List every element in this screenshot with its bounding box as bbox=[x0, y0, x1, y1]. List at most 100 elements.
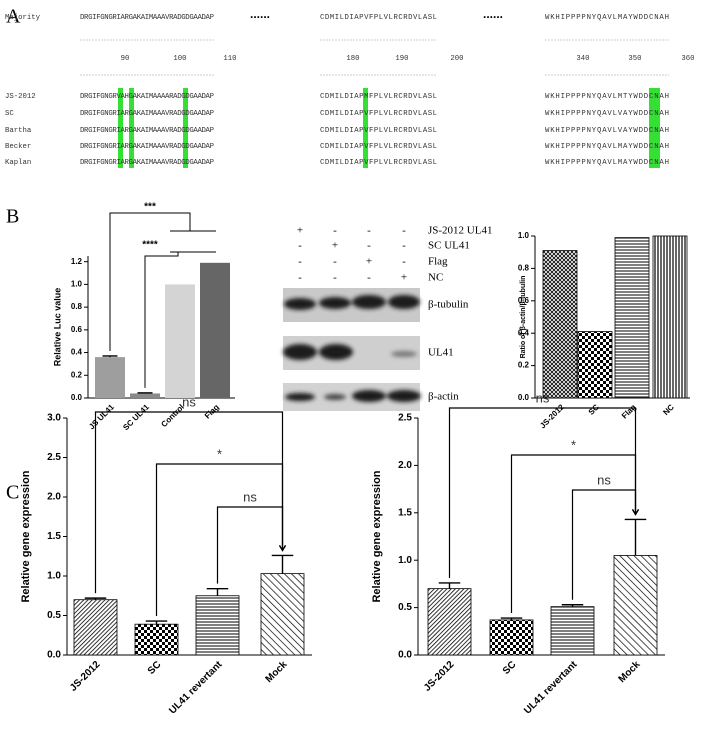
ellipsis: ...... bbox=[250, 7, 270, 21]
sign: - bbox=[333, 256, 337, 268]
row-label: JS-2012 bbox=[5, 93, 36, 101]
bar bbox=[550, 606, 595, 656]
y-tick-label: 1.0 bbox=[71, 280, 83, 289]
error-bar bbox=[102, 355, 118, 358]
y-tick-label: 0.8 bbox=[518, 264, 530, 273]
error-bar bbox=[206, 587, 229, 596]
y-axis-label: Relative gene expression bbox=[20, 470, 32, 602]
bar bbox=[427, 588, 472, 656]
bracket bbox=[216, 506, 284, 584]
condition-label: Flag bbox=[428, 256, 448, 268]
y-tick-label: 1.5 bbox=[47, 531, 61, 542]
x-tick-label: SC bbox=[501, 659, 519, 677]
bar bbox=[613, 555, 658, 656]
bar bbox=[73, 599, 118, 656]
highlight bbox=[649, 88, 660, 168]
ruler-number: 350 bbox=[628, 55, 641, 63]
sequence: WKHIPPPPNYQAVLMAYWDDCNAH bbox=[545, 159, 669, 167]
sign: + bbox=[366, 256, 372, 268]
sequence: DRGIFGNGRVAHGAKAIMAAAARADGDGAADAP bbox=[80, 93, 214, 101]
highlight bbox=[363, 88, 368, 168]
x-tick-label: UL41 revertant bbox=[167, 659, 225, 717]
error-bar bbox=[561, 604, 584, 607]
highlight bbox=[183, 88, 188, 168]
error-bar bbox=[500, 617, 523, 620]
ruler-number: 190 bbox=[395, 55, 408, 63]
y-tick-label: 0.6 bbox=[518, 296, 530, 305]
y-tick-label: 0.5 bbox=[398, 602, 412, 613]
y-tick-label: 1.0 bbox=[47, 571, 61, 582]
row-label: Majority bbox=[5, 14, 41, 22]
bar bbox=[165, 284, 195, 398]
sign: - bbox=[402, 240, 406, 252]
x-tick-label: SC bbox=[146, 659, 164, 677]
row-label: Kaplan bbox=[5, 159, 31, 167]
panel-label: C bbox=[6, 482, 19, 504]
highlight bbox=[129, 88, 134, 168]
panel-label: B bbox=[6, 206, 19, 228]
x-tick-label: NC bbox=[661, 402, 676, 417]
highlight bbox=[118, 88, 123, 168]
bracket bbox=[510, 454, 637, 614]
bar bbox=[652, 235, 688, 399]
condition-label: SC UL41 bbox=[428, 240, 470, 252]
y-tick-label: 0.4 bbox=[71, 348, 83, 357]
sign: - bbox=[298, 240, 302, 252]
sign: - bbox=[298, 256, 302, 268]
annotation: *** bbox=[144, 202, 156, 213]
y-tick-label: 1.2 bbox=[71, 257, 83, 266]
annotation: * bbox=[571, 437, 576, 452]
y-tick-label: 2.0 bbox=[47, 492, 61, 503]
sign: - bbox=[333, 272, 337, 284]
bar bbox=[489, 619, 534, 656]
sequence: WKHIPPPPNYQAVLVAYWDDCNAH bbox=[545, 127, 669, 135]
ruler-number: 340 bbox=[576, 55, 589, 63]
sequence: CDMILDIAPVFPLVLRCRDVLASL bbox=[320, 14, 437, 22]
arrow bbox=[278, 545, 287, 552]
ruler-number: 110 bbox=[223, 55, 236, 63]
sign: - bbox=[367, 240, 371, 252]
x-tick-label: JS UL41 bbox=[87, 402, 116, 431]
ruler-number: 200 bbox=[450, 55, 463, 63]
y-tick-label: 0.8 bbox=[71, 302, 83, 311]
band-label: β-actin bbox=[428, 391, 459, 403]
y-tick-label: 0.2 bbox=[518, 361, 530, 370]
bracket bbox=[109, 212, 191, 351]
y-tick-label: 1.0 bbox=[518, 231, 530, 240]
annotation: ns bbox=[243, 489, 257, 504]
annotation: ns bbox=[182, 394, 196, 409]
sequence: DRGIFGNGRIARGAKAIMAAAVRADGDGAADAP bbox=[80, 159, 214, 167]
y-tick-label: 1.5 bbox=[398, 507, 412, 518]
x-tick-label: SC UL41 bbox=[121, 402, 151, 432]
error-bar bbox=[271, 554, 294, 574]
error-bar bbox=[84, 597, 107, 600]
sequence: CDMILDIAPVFPLVLRCRDVLASL bbox=[320, 127, 437, 135]
sign: - bbox=[367, 272, 371, 284]
sequence: WKHIPPPPNYQAVLMAYWDDCNAH bbox=[545, 143, 669, 151]
bar bbox=[542, 250, 578, 399]
y-tick-label: 0.5 bbox=[47, 610, 61, 621]
bracket bbox=[571, 489, 637, 600]
sign: + bbox=[332, 240, 338, 252]
row-label: Becker bbox=[5, 143, 31, 151]
x-tick-label: JS-2012 bbox=[538, 402, 566, 430]
panel-label: A bbox=[6, 6, 21, 28]
sequence: WKHIPPPPNYQAVLMTYWDDCNAH bbox=[545, 93, 669, 101]
bar bbox=[200, 262, 230, 398]
x-tick-label: Mock bbox=[617, 659, 643, 685]
ruler-number: 180 bbox=[346, 55, 359, 63]
band-label: UL41 bbox=[428, 347, 454, 359]
ruler-number: 100 bbox=[173, 55, 186, 63]
bar bbox=[195, 595, 240, 656]
sequence: DRGIFGNGRIARGAKAIMAAAVRADGDGAADAP bbox=[80, 127, 214, 135]
row-label: Bartha bbox=[5, 127, 32, 135]
highlights bbox=[118, 88, 660, 168]
condition-label: JS-2012 UL41 bbox=[428, 225, 492, 237]
x-tick-label: JS-2012 bbox=[422, 659, 457, 694]
x-tick-label: Mock bbox=[264, 659, 290, 685]
y-tick-label: 3.0 bbox=[47, 413, 61, 424]
y-axis-label: Ratio of β-actin/β-tubulin bbox=[520, 276, 527, 359]
bar bbox=[130, 393, 160, 398]
sequence: DRGIFGNGRIARGAKAIMAAAVRADGDGAADAP bbox=[80, 14, 214, 22]
